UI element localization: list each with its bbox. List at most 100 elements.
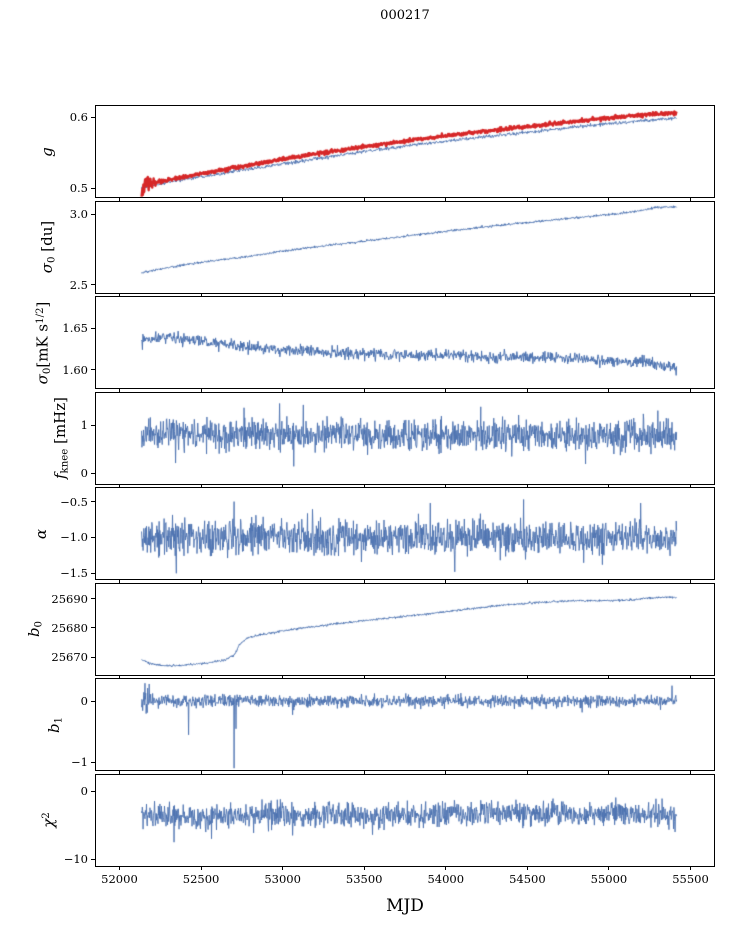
x-tick (363, 866, 365, 870)
sigma0-du-plot-canvas (96, 201, 714, 293)
y-tick-label: −0.5 (60, 494, 88, 509)
x-tick (526, 484, 528, 488)
y-axis-title-part: σ (33, 373, 52, 384)
y-tick-label: 0 (80, 694, 88, 709)
y-tick-label: 25680 (51, 620, 88, 635)
y-tick-label: 0.5 (69, 181, 88, 196)
sigma0-mk-plot-canvas (96, 297, 714, 388)
y-tick (91, 327, 95, 329)
x-tick (200, 580, 202, 583)
x-tick (118, 484, 120, 488)
x-tick (445, 293, 447, 297)
y-tick (91, 424, 95, 426)
x-tick (690, 866, 692, 870)
b0-plot-canvas (96, 583, 714, 675)
x-tick (690, 675, 692, 679)
x-tick (608, 198, 610, 201)
x-tick-label: 54000 (427, 871, 465, 886)
x-tick (445, 389, 447, 392)
y-tick (91, 790, 95, 792)
x-tick (690, 484, 692, 488)
y-tick-label: 3.0 (69, 207, 88, 222)
y-tick (91, 700, 95, 702)
x-tick (200, 293, 202, 297)
y-tick-label: 1.60 (62, 362, 88, 377)
x-tick (282, 771, 284, 774)
x-tick (282, 484, 284, 488)
x-tick (445, 866, 447, 870)
x-tick (363, 389, 365, 392)
y-tick-label: −1.5 (60, 566, 88, 581)
x-tick (118, 389, 120, 392)
x-tick (526, 675, 528, 679)
x-tick (526, 771, 528, 774)
y-tick (91, 627, 95, 629)
panel-alpha (95, 487, 715, 580)
x-tick (690, 771, 692, 774)
panel-sigma0-mk (95, 296, 715, 389)
y-axis-title-part: f (51, 473, 70, 480)
y-tick (91, 187, 95, 189)
y-tick (91, 572, 95, 574)
y-tick-label: 25670 (51, 650, 88, 665)
x-tick (200, 484, 202, 488)
x-tick (282, 389, 284, 392)
x-tick (282, 198, 284, 201)
x-tick (690, 198, 692, 201)
x-tick (445, 484, 447, 488)
b1-plot-canvas (96, 679, 714, 770)
y-tick-label: 0.6 (69, 110, 88, 125)
chi2-plot-canvas (96, 774, 714, 866)
x-tick (690, 580, 692, 583)
y-tick-label: 0 (80, 466, 88, 481)
y-axis-title-part: 1/2 (34, 306, 46, 324)
y-tick-label: −1 (71, 755, 88, 770)
y-tick (91, 761, 95, 763)
x-tick (363, 580, 365, 583)
y-tick (91, 472, 95, 474)
x-tick (690, 389, 692, 392)
y-tick (91, 598, 95, 600)
x-tick-label: 52000 (101, 871, 138, 886)
x-tick (200, 198, 202, 201)
y-axis-title-part: 0 (33, 620, 45, 628)
x-tick (282, 580, 284, 583)
x-tick-label: 55000 (590, 871, 628, 886)
x-tick (445, 771, 447, 774)
x-tick (363, 675, 365, 679)
x-tick (608, 771, 610, 774)
y-tick (91, 284, 95, 286)
x-tick (200, 675, 202, 679)
x-tick (608, 389, 610, 392)
y-axis-title-part: [mK s (33, 323, 52, 368)
x-tick (200, 389, 202, 392)
x-tick (608, 293, 610, 297)
x-tick (118, 293, 120, 297)
fknee-plot-canvas (96, 392, 714, 484)
x-tick (118, 198, 120, 201)
panel-sigma0-du (95, 200, 715, 294)
y-axis-title-part: ] (33, 301, 52, 307)
x-tick-label: 53000 (264, 871, 301, 886)
x-tick (526, 293, 528, 297)
x-tick (282, 675, 284, 679)
panel-fknee (95, 391, 715, 485)
figure-title: 000217 (380, 8, 430, 23)
x-tick (200, 866, 202, 870)
x-tick (445, 580, 447, 583)
y-axis-title-part: knee (59, 448, 71, 474)
x-tick (608, 484, 610, 488)
x-tick (200, 771, 202, 774)
x-tick (526, 389, 528, 392)
x-tick-label: 52500 (182, 871, 220, 886)
y-tick-label: 2.5 (69, 277, 88, 292)
x-tick (118, 771, 120, 774)
x-tick (608, 580, 610, 583)
y-tick (91, 536, 95, 538)
y-axis-title-part: χ (39, 818, 58, 828)
x-tick (282, 866, 284, 870)
y-tick-label: 1 (80, 418, 88, 433)
panel-g (95, 105, 715, 198)
y-axis-title-part: [mHz] (51, 396, 70, 449)
g-plot-canvas (96, 106, 714, 197)
